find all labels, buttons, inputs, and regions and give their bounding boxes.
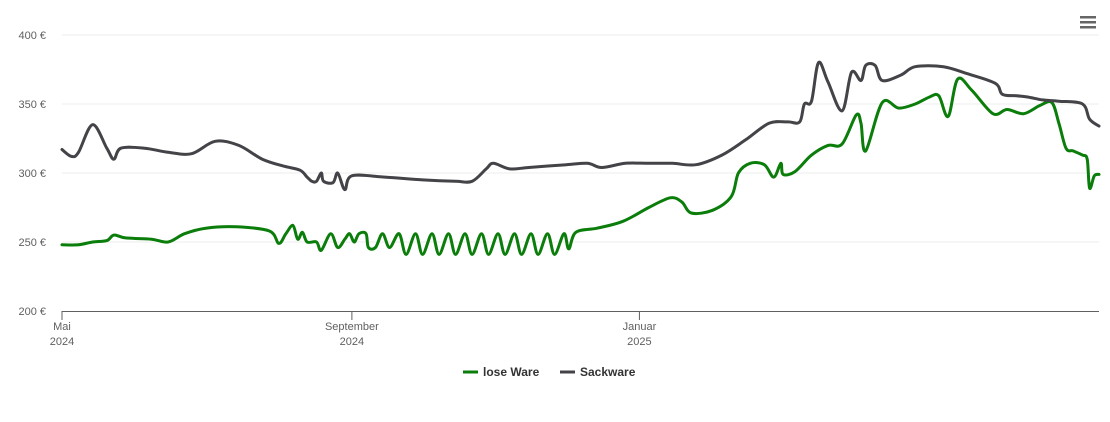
legend[interactable]: lose Ware Sackware	[463, 365, 636, 379]
legend-item-lose-ware[interactable]: lose Ware	[463, 365, 540, 379]
x-tick-label-year: 2024	[340, 336, 364, 348]
x-tick-label-year: 2025	[627, 336, 651, 348]
series-line-lose-ware	[60, 76, 1101, 256]
legend-label: Sackware	[580, 365, 636, 379]
x-axis-ticks: Mai 2024 September 2024 Januar 2025	[50, 311, 657, 348]
legend-item-sackware[interactable]: Sackware	[560, 365, 636, 379]
grid-lines	[62, 34, 1099, 243]
y-tick-label: 250 €	[18, 237, 46, 249]
series-line-sackware	[60, 60, 1101, 192]
legend-label: lose Ware	[483, 365, 540, 379]
y-tick-label: 350 €	[18, 99, 46, 111]
x-tick-label-year: 2024	[50, 336, 74, 348]
x-tick-label-month: Mai	[53, 321, 71, 333]
y-tick-label: 200 €	[18, 306, 46, 318]
x-tick-label-month: Januar	[623, 321, 657, 333]
y-tick-label: 300 €	[18, 168, 46, 180]
x-tick-label-month: September	[325, 321, 379, 333]
hamburger-menu-icon	[1080, 16, 1096, 29]
y-axis-tick-labels: 200 € 250 € 300 € 350 € 400 €	[18, 30, 46, 318]
y-tick-label: 400 €	[18, 30, 46, 42]
menu-button[interactable]	[1079, 14, 1097, 30]
series-lines	[60, 60, 1101, 256]
